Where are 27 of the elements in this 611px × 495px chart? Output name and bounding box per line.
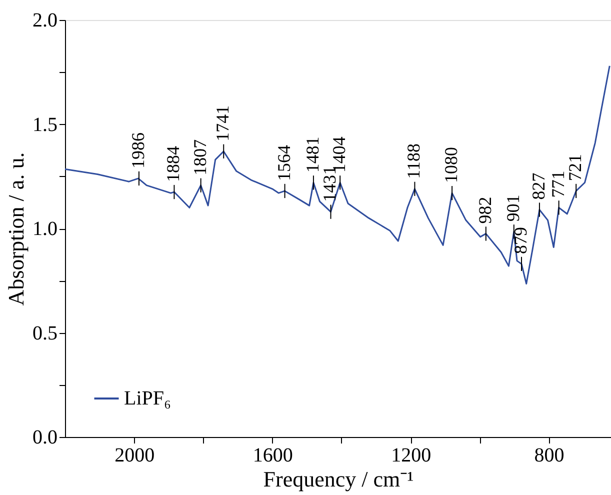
annotation: 721: [565, 154, 586, 181]
annotation: 1807: [190, 139, 210, 176]
y-tick-label: 2.0: [32, 10, 58, 32]
annotation: 1188: [404, 144, 424, 179]
annotation: 1986: [128, 132, 148, 168]
annotation: 1481: [302, 136, 322, 173]
x-tick-label: 1600: [252, 444, 293, 466]
annotation: 879: [510, 226, 530, 254]
annotation: 901: [502, 194, 523, 222]
annotation: 771: [548, 170, 568, 198]
x-tick-label: 800: [534, 444, 564, 466]
x-tick-label: 2000: [114, 444, 155, 466]
y-tick-label: 0.0: [32, 426, 58, 448]
annotation: 827: [528, 172, 548, 200]
x-tick-label: 1200: [391, 444, 432, 466]
x-axis-title: Frequency / cm⁻¹: [263, 466, 414, 492]
annotation: 1564: [274, 144, 294, 181]
y-tick-label: 0.5: [32, 322, 58, 344]
annotation: 982: [474, 196, 495, 224]
annotation: 1080: [441, 147, 462, 184]
annotation: 1741: [212, 105, 233, 142]
line-series: [64, 65, 610, 285]
y-tick-label: 1.0: [32, 218, 58, 240]
y-axis-title: Absorption / a. u.: [4, 152, 28, 306]
legend-label: LiPF₆: [124, 388, 172, 410]
y-tick-label: 1.5: [32, 114, 58, 136]
annotation: 1884: [163, 146, 184, 182]
